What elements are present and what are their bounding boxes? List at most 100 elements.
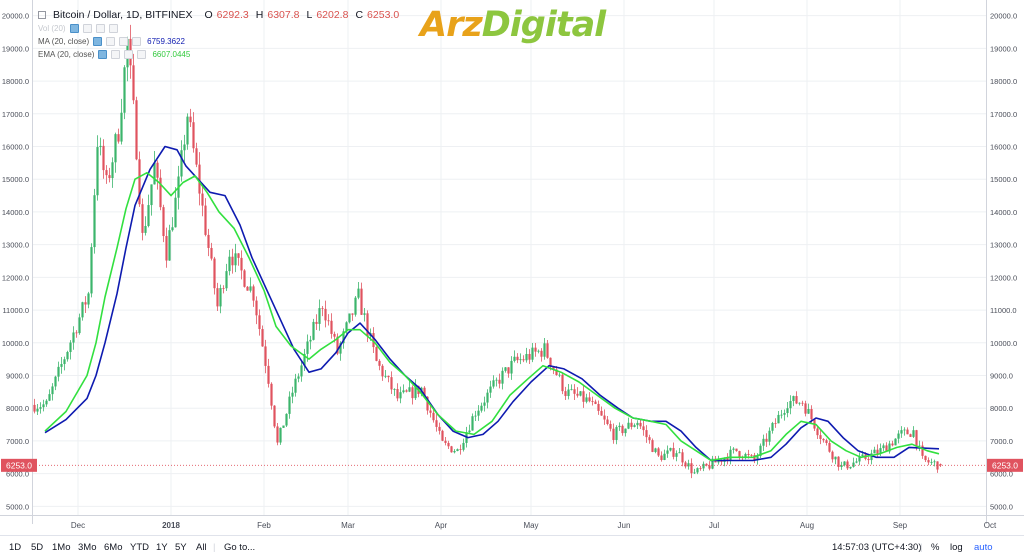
timeframe-1d[interactable]: 1D [9,542,22,553]
timeframe-3mo[interactable]: 3Mo [78,542,97,553]
candle [480,402,483,413]
candle [612,423,615,444]
timeframe-all[interactable]: All [196,542,207,553]
collapse-legend-icon[interactable] [38,11,46,19]
close-icon[interactable] [124,50,134,59]
candle [705,463,708,467]
candle-body [627,422,630,429]
log-toggle[interactable]: log [950,542,963,553]
right-axis-panel[interactable] [986,0,1024,524]
candle-body [498,379,501,384]
candle [372,327,375,353]
x-tick-label: Aug [800,521,814,530]
candle [654,447,657,454]
candle [936,461,939,473]
timeframe-1mo[interactable]: 1Mo [52,542,71,553]
ohlc-close-key: C [355,9,364,21]
candle [660,451,663,462]
timeframe-1y[interactable]: 1Y [156,542,168,553]
y-tick-label-right: 13000.0 [990,241,1017,250]
candle [201,183,204,217]
volume-legend[interactable]: Vol (20) [38,24,118,33]
close-icon[interactable] [95,24,105,33]
candle-body [861,454,864,457]
close-icon[interactable] [119,37,129,46]
candle [780,409,783,419]
candle [750,453,753,457]
candle [132,53,135,105]
candle-body [768,430,771,442]
candle-body [516,356,519,361]
ma-legend[interactable]: MA (20, close) 6759.3622 [38,37,185,46]
ema-legend[interactable]: EMA (20, close) 6607.0445 [38,50,190,59]
toolbar-separator: | [920,542,923,553]
candle-body [777,414,780,424]
visibility-icon[interactable] [69,24,79,33]
candle [825,438,828,446]
candle [687,459,690,470]
left-axis-panel[interactable] [0,0,32,524]
candle [102,139,105,179]
candle [609,420,612,432]
candle-body [432,412,435,421]
candle-body [669,447,672,451]
visibility-icon[interactable] [93,37,103,46]
candle [312,318,315,341]
settings-icon[interactable] [111,50,121,59]
clock-readout[interactable]: 14:57:03 (UTC+4:30) [832,542,922,553]
candle [222,285,225,294]
candle-body [939,464,942,466]
timeframe-6mo[interactable]: 6Mo [104,542,123,553]
candle-body [579,391,582,396]
candle-body [150,184,153,206]
candle [240,250,243,280]
candle-body [906,429,909,435]
goto-button[interactable]: Go to... [224,542,256,553]
candle [558,372,561,378]
auto-toggle[interactable]: auto [974,542,993,553]
candle [294,373,297,397]
symbol-legend[interactable]: Bitcoin / Dollar, 1D, BITFINEX O 6292.3 H… [38,9,402,21]
visibility-icon[interactable] [98,50,108,59]
candle-body [651,440,654,452]
more-icon[interactable] [108,24,118,33]
candle [456,448,459,452]
bottom-toolbar: 1D 5D 1Mo 3Mo 6Mo YTD 1Y 5Y All | Go to.… [0,535,1024,558]
candle [291,386,294,404]
candle [84,296,87,313]
candle [156,160,159,190]
candle-body [522,359,525,361]
timeframe-5y[interactable]: 5Y [175,542,187,553]
y-tick-label-right: 6000.0 [990,470,1013,479]
settings-icon[interactable] [82,24,92,33]
candle [657,447,660,457]
percent-toggle[interactable]: % [931,542,940,553]
candle-body [927,460,930,463]
candle [846,459,849,470]
candle [48,389,51,402]
settings-icon[interactable] [106,37,116,46]
candle-body [798,402,801,404]
candle-body [114,134,117,163]
more-icon[interactable] [132,37,142,46]
candle-body [474,415,477,417]
y-tick-label-right: 18000.0 [990,77,1017,86]
volume-label: Vol (20) [38,24,66,33]
candle [600,406,603,416]
candle [930,458,933,466]
more-icon[interactable] [137,50,147,59]
candle-body [435,420,438,427]
candle-body [51,386,54,395]
timeframe-ytd[interactable]: YTD [130,542,149,553]
candle [315,314,318,331]
time-axis: Dec 2018 Feb Mar Apr May Jun Jul Aug Sep Oct [71,521,997,530]
candle [927,457,930,466]
candle-body [261,329,264,347]
candle-body [594,401,597,404]
candle-body [546,343,549,358]
candle [738,450,741,460]
timeframe-5d[interactable]: 5D [31,542,44,553]
candle-body [846,461,849,469]
candle-body [330,320,333,334]
